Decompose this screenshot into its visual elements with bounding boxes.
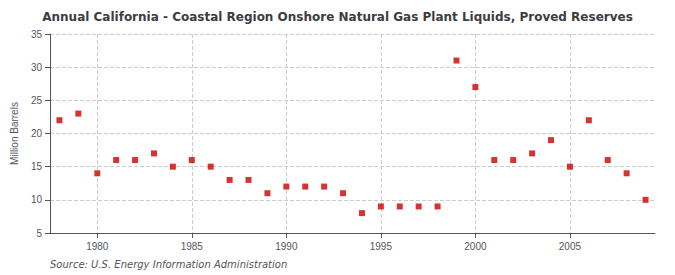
svg-text:35: 35 <box>31 29 43 40</box>
svg-text:1995: 1995 <box>370 241 393 252</box>
svg-text:2000: 2000 <box>464 241 487 252</box>
svg-text:1990: 1990 <box>275 241 298 252</box>
svg-text:Million Barrels: Million Barrels <box>9 102 20 165</box>
svg-text:1985: 1985 <box>181 241 204 252</box>
svg-text:1980: 1980 <box>86 241 109 252</box>
svg-text:20: 20 <box>31 128 43 139</box>
svg-text:30: 30 <box>31 62 43 73</box>
svg-text:5: 5 <box>36 228 42 239</box>
svg-text:Annual California - Coastal Re: Annual California - Coastal Region Onsho… <box>42 10 633 24</box>
svg-text:10: 10 <box>31 194 43 205</box>
svg-text:2005: 2005 <box>559 241 582 252</box>
svg-text:Source: U.S. Energy Informatio: Source: U.S. Energy Information Administ… <box>50 259 287 270</box>
svg-text:15: 15 <box>31 161 43 172</box>
svg-text:25: 25 <box>31 95 43 106</box>
